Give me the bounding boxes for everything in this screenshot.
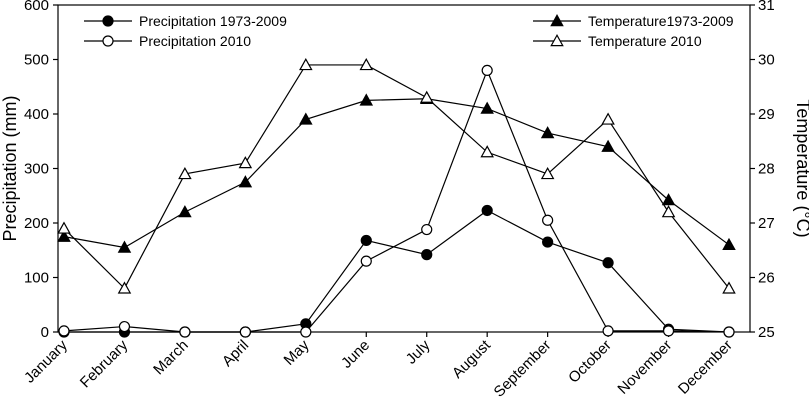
x-tick-label: June <box>338 337 373 372</box>
left-tick-label: 300 <box>24 161 49 178</box>
data-point <box>662 325 675 337</box>
series-precipitation-1973-2009 <box>58 204 735 338</box>
data-point <box>421 223 433 236</box>
x-tick-label: August <box>449 336 495 382</box>
series-precipitation-2010 <box>58 64 735 338</box>
left-tick-label: 200 <box>24 215 49 232</box>
data-point <box>359 93 374 106</box>
data-point <box>481 204 493 217</box>
data-point <box>723 326 735 338</box>
plot-frame <box>57 4 751 333</box>
series-temperature1973-2009 <box>57 91 736 253</box>
x-tick-label: April <box>219 337 252 370</box>
data-point <box>722 237 736 250</box>
data-point <box>602 257 614 269</box>
series-line <box>63 64 730 290</box>
series-line <box>63 98 730 249</box>
data-point <box>102 15 114 27</box>
left-tick-label: 0 <box>41 324 49 341</box>
legend-label: Precipitation 2010 <box>139 33 251 49</box>
series-line <box>64 209 730 333</box>
data-point <box>480 101 494 114</box>
data-point <box>722 281 736 294</box>
data-point <box>57 229 71 242</box>
left-axis-title: Precipitation (mm) <box>0 95 20 241</box>
left-tick-label: 100 <box>24 270 49 287</box>
right-tick-label: 26 <box>758 270 775 287</box>
series-line <box>63 68 730 333</box>
x-tick-label: March <box>150 337 191 378</box>
data-point <box>238 156 253 169</box>
legend-label: Precipitation 1973-2009 <box>139 13 287 29</box>
data-point <box>419 90 434 103</box>
data-point <box>661 193 676 206</box>
data-point <box>550 14 564 27</box>
data-point <box>118 320 131 333</box>
data-point <box>542 236 554 248</box>
legend-item: Temperature1973-2009 <box>533 13 734 29</box>
x-tick-label: January <box>21 336 71 386</box>
data-point <box>57 221 71 234</box>
x-tick-label: November <box>614 337 675 398</box>
right-tick-label: 29 <box>758 106 775 123</box>
data-point <box>421 249 433 261</box>
series-layer <box>57 57 736 338</box>
right-tick-label: 31 <box>758 0 775 14</box>
data-point <box>178 166 192 180</box>
left-y-axis: 0 100 200 300 400 500 600 Precipitation (mm) <box>0 0 58 341</box>
plot-border <box>57 4 751 333</box>
x-tick-label: May <box>281 336 313 368</box>
data-point <box>602 325 614 337</box>
data-point <box>239 326 251 338</box>
right-tick-label: 25 <box>758 324 775 341</box>
left-tick-label: 600 <box>24 0 49 14</box>
x-tick-label: September <box>491 337 555 401</box>
data-point <box>117 240 132 253</box>
x-tick-label: February <box>77 336 132 391</box>
legend-item: Precipitation 1973-2009 <box>84 13 287 29</box>
data-point <box>359 57 374 71</box>
data-point <box>540 126 555 139</box>
right-y-axis: 25 26 27 28 29 30 31 Temperature (°C) <box>750 0 809 341</box>
x-axis: January February March April May June July Augu… <box>21 332 736 401</box>
data-point <box>480 145 494 158</box>
data-point <box>58 325 70 337</box>
legend-item: Precipitation 2010 <box>84 33 251 49</box>
data-point <box>299 57 313 71</box>
legend-label: Temperature 2010 <box>588 33 702 49</box>
left-tick-label: 500 <box>24 52 49 69</box>
data-point <box>179 326 191 338</box>
data-point <box>661 205 676 218</box>
x-tick-label: July <box>403 336 434 367</box>
left-tick-label: 400 <box>24 106 49 123</box>
data-point <box>299 112 313 125</box>
data-point <box>601 112 615 125</box>
right-tick-label: 27 <box>758 215 775 232</box>
data-point <box>481 64 493 77</box>
right-tick-label: 28 <box>758 161 775 178</box>
data-point <box>550 34 564 47</box>
x-tick-label: December <box>675 337 736 398</box>
legend: Precipitation 1973-2009 Precipitation 201… <box>84 13 734 49</box>
data-point <box>300 326 312 338</box>
right-axis-title: Temperature (°C) <box>793 99 809 237</box>
data-point <box>540 166 555 180</box>
data-point <box>117 281 132 294</box>
legend-item: Temperature 2010 <box>533 33 702 49</box>
data-point <box>360 255 372 267</box>
legend-label: Temperature1973-2009 <box>588 13 734 29</box>
data-point <box>601 139 615 152</box>
data-point <box>360 234 372 247</box>
data-point <box>542 214 554 226</box>
x-tick-label: October <box>565 337 615 387</box>
data-point <box>102 35 114 47</box>
data-point <box>178 205 192 218</box>
series-temperature-2010 <box>57 57 736 294</box>
right-tick-label: 30 <box>758 52 775 69</box>
data-point <box>238 175 253 188</box>
